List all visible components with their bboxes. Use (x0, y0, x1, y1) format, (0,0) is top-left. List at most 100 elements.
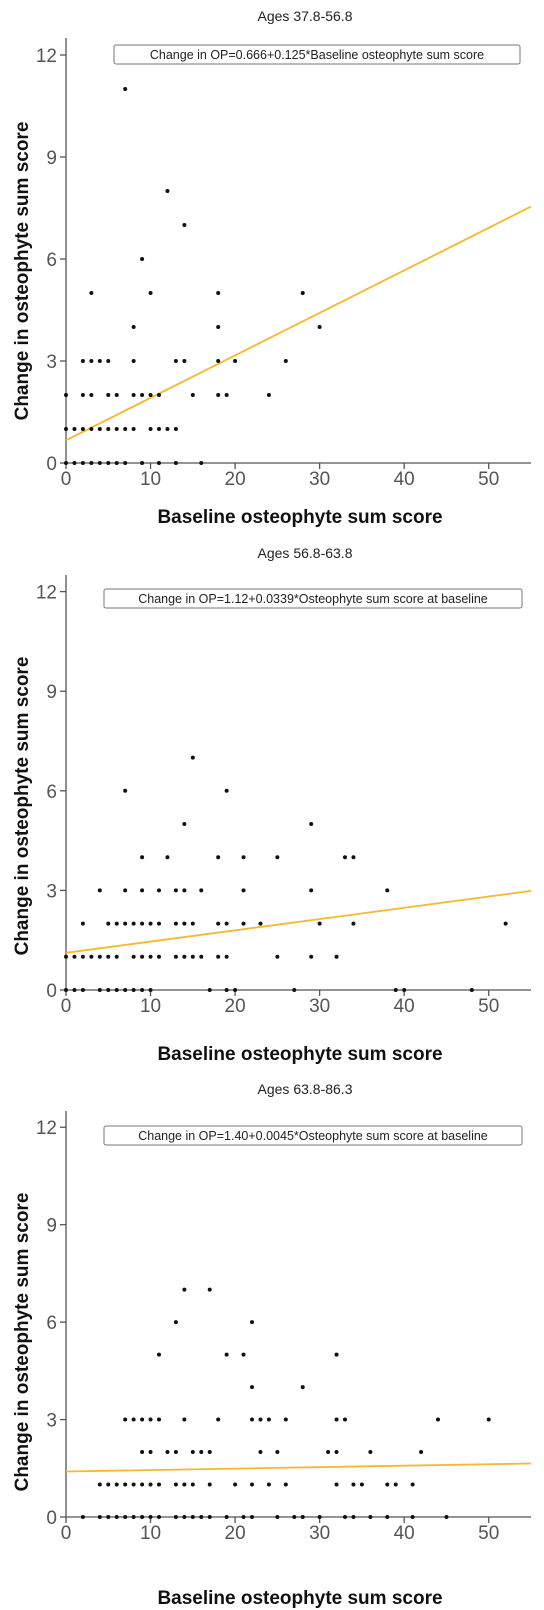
data-point (140, 855, 145, 860)
x-tick-label: 0 (61, 469, 72, 490)
data-point (241, 855, 246, 860)
data-point (199, 1515, 204, 1519)
x-tick-label: 0 (61, 996, 72, 1017)
data-point (216, 1417, 221, 1422)
x-tick-label: 30 (309, 996, 330, 1017)
data-point (250, 1417, 254, 1422)
data-point (182, 921, 187, 926)
data-point (131, 1417, 136, 1422)
data-point (97, 359, 102, 363)
data-point (216, 359, 221, 363)
data-point (190, 921, 195, 926)
data-point (241, 921, 246, 926)
data-point (309, 822, 314, 826)
data-point (173, 461, 178, 465)
data-point (241, 1515, 246, 1519)
x-tick-label: 20 (225, 469, 246, 490)
regression-line (65, 890, 532, 954)
data-point (216, 291, 221, 295)
data-point (309, 954, 314, 959)
data-point (123, 1482, 128, 1487)
data-point (140, 1450, 145, 1455)
data-point (224, 921, 229, 926)
data-point (190, 1515, 195, 1519)
data-point (410, 1515, 415, 1519)
data-point (106, 1482, 111, 1487)
data-point (64, 988, 68, 992)
axes: 0 3 6 9 12 0 10 20 30 40 50 (36, 38, 532, 490)
data-point (233, 359, 238, 363)
data-point (131, 988, 136, 992)
data-point (123, 461, 128, 465)
data-point (140, 461, 145, 465)
x-tick-label: 20 (225, 996, 246, 1017)
data-point (165, 189, 170, 193)
chart-title: Ages 56.8-63.8 (258, 545, 353, 561)
data-point (334, 954, 339, 959)
data-point (385, 1515, 390, 1519)
data-point (233, 1482, 238, 1487)
data-point (351, 1482, 356, 1487)
data-point (123, 1515, 128, 1519)
data-point (64, 427, 68, 431)
data-point (165, 427, 170, 431)
data-point (317, 921, 322, 926)
data-point (106, 393, 111, 397)
data-point (385, 1482, 390, 1487)
data-point (148, 1450, 153, 1455)
data-point (72, 461, 77, 465)
x-tick-label: 50 (478, 996, 499, 1017)
data-point (266, 1482, 271, 1487)
data-point (250, 1320, 254, 1325)
data-point (275, 954, 280, 959)
data-point (165, 855, 170, 860)
data-point (97, 427, 102, 431)
data-point (351, 1515, 356, 1519)
data-point (182, 1482, 187, 1487)
data-point (80, 921, 85, 926)
data-point (216, 954, 221, 959)
data-point (89, 359, 94, 363)
chart-panel-3: Ages 63.8-86.3 Change in OP=1.40+0.0045*… (12, 1081, 532, 1609)
data-point (157, 427, 161, 431)
data-point (157, 461, 161, 465)
data-point (216, 393, 221, 397)
data-point (114, 954, 119, 959)
data-point (351, 855, 356, 860)
data-point (182, 954, 187, 959)
data-point (224, 954, 229, 959)
data-point (334, 1417, 339, 1422)
data-point (173, 1482, 178, 1487)
data-point (300, 1385, 305, 1390)
data-point (199, 954, 204, 959)
y-axis-label: Change in osteophyte sum score (12, 657, 33, 956)
data-point (300, 291, 305, 295)
data-point (80, 393, 85, 397)
data-point (89, 291, 94, 295)
chart-panel-1: Ages 37.8-56.8 Change in OP=0.666+0.125*… (12, 8, 532, 528)
y-tick-label: 0 (46, 981, 57, 1002)
data-point (173, 888, 178, 893)
data-point (207, 1515, 212, 1519)
data-point (216, 921, 221, 926)
data-point (199, 461, 204, 465)
data-point (106, 988, 111, 992)
data-point (80, 461, 85, 465)
equation-annotation: Change in OP=1.12+0.0339*Osteophyte sum … (138, 592, 488, 606)
data-point (266, 1417, 271, 1422)
data-point (157, 1515, 161, 1519)
data-point (80, 359, 85, 363)
y-tick-label: 12 (36, 1118, 57, 1139)
data-point (309, 888, 314, 893)
x-tick-label: 10 (140, 469, 161, 490)
data-point (148, 393, 153, 397)
data-point (258, 1450, 263, 1455)
data-point (89, 427, 94, 431)
data-point (275, 855, 280, 860)
data-point (190, 1450, 195, 1455)
data-point (148, 954, 153, 959)
data-point (207, 1450, 212, 1455)
data-point (334, 1450, 339, 1455)
data-point (292, 1515, 297, 1519)
data-point (148, 921, 153, 926)
